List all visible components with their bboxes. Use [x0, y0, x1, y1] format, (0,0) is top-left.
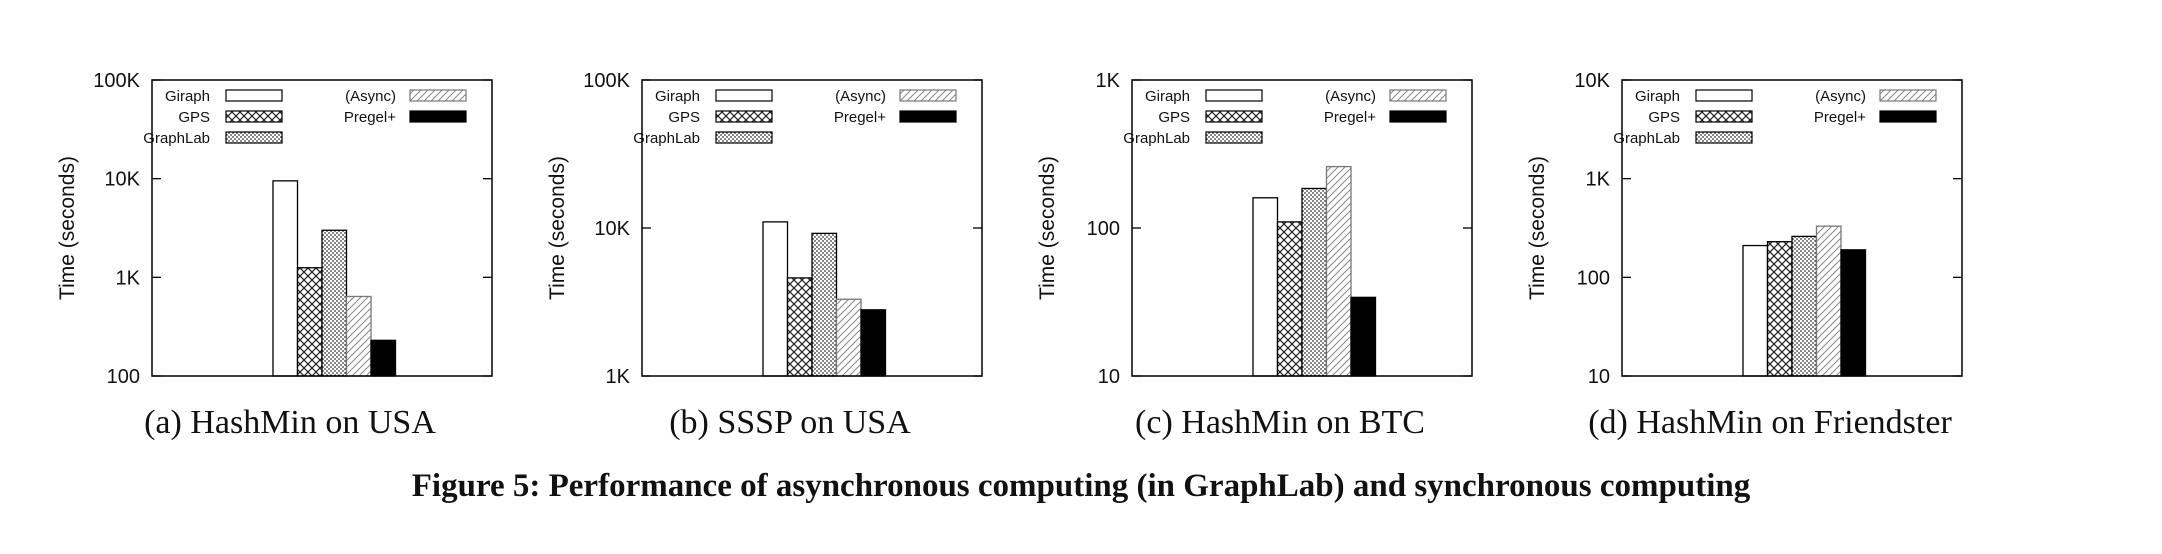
legend-label-giraph: Giraph — [655, 88, 700, 105]
legend-swatch-gps — [1205, 110, 1263, 123]
legend-label-pregel: Pregel+ — [1324, 109, 1376, 126]
legend-swatch-async — [409, 89, 467, 102]
subfigure-caption-c: (c) HashMin on BTC — [1135, 404, 1425, 441]
legend-label-async: (Async) — [345, 88, 396, 105]
bar-gps — [786, 277, 813, 377]
y-tick-label: 100K — [93, 70, 140, 92]
subfigure-caption-d: (d) HashMin on Friendster — [1588, 404, 1952, 441]
legend-swatch-graphlab — [225, 131, 283, 144]
bar-gps — [296, 267, 323, 377]
bar-pregel — [860, 309, 887, 377]
bar-giraph — [272, 180, 299, 377]
y-tick-label: 100 — [1087, 218, 1120, 240]
plot-frame — [641, 79, 983, 377]
legend-swatch-gps — [225, 110, 283, 123]
chart-panel-c: Time (seconds) 10 100 1K Giraph GPS GraphLab (A… — [980, 0, 1520, 554]
y-tick-label: 10 — [1588, 366, 1610, 388]
legend-label-giraph: Giraph — [165, 88, 210, 105]
legend-label-pregel: Pregel+ — [344, 109, 396, 126]
y-tick-label: 100 — [107, 366, 140, 388]
legend-swatch-pregel — [1389, 110, 1447, 123]
y-tick-label: 1K — [116, 267, 141, 289]
y-tick-label: 10 — [1098, 366, 1120, 388]
y-axis-label: Time (seconds) — [546, 156, 569, 300]
figure-caption: Figure 5: Performance of asynchronous co… — [411, 468, 1751, 504]
legend-swatch-graphlab — [1205, 131, 1263, 144]
y-tick-label: 100K — [583, 70, 630, 92]
legend-swatch-gps — [715, 110, 773, 123]
legend-label-async: (Async) — [1325, 88, 1376, 105]
bar-async — [345, 295, 372, 377]
plot-frame — [151, 79, 493, 377]
bar-graphlab — [321, 229, 348, 377]
legend-label-pregel: Pregel+ — [1814, 109, 1866, 126]
subfigure-caption-a: (a) HashMin on USA — [144, 404, 436, 441]
legend-label-graphlab: GraphLab — [143, 130, 210, 147]
legend-swatch-giraph — [225, 89, 283, 102]
y-axis-label: Time (seconds) — [1036, 156, 1059, 300]
y-tick-label: 10K — [1574, 70, 1610, 92]
legend-label-giraph: Giraph — [1635, 88, 1680, 105]
legend-label-graphlab: GraphLab — [1613, 130, 1680, 147]
legend-label-async: (Async) — [1815, 88, 1866, 105]
chart-b-svg: Time (seconds) 1K 10K 100K Giraph GPS GraphLab… — [546, 70, 983, 388]
legend-label-graphlab: GraphLab — [1123, 130, 1190, 147]
bar-async — [1325, 165, 1352, 377]
y-tick-label: 100 — [1577, 267, 1610, 289]
y-tick-label: 10K — [104, 169, 140, 191]
legend-swatch-async — [1389, 89, 1447, 102]
plot-frame — [1131, 79, 1473, 377]
y-tick-label: 10K — [594, 218, 630, 240]
y-tick-label: 1K — [1586, 169, 1611, 191]
chart-panel-a: Time (seconds) 100 1K 10K 100K Giraph GPS Graph… — [0, 0, 540, 554]
y-axis-label: Time (seconds) — [56, 156, 79, 300]
legend-swatch-pregel — [409, 110, 467, 123]
legend-swatch-giraph — [1205, 89, 1263, 102]
y-axis-label: Time (seconds) — [1526, 156, 1549, 300]
legend-swatch-gps — [1695, 110, 1753, 123]
chart-panel-d: Time (seconds) 10 100 1K 10K Giraph GPS GraphLa… — [1470, 0, 2010, 554]
legend-swatch-graphlab — [715, 131, 773, 144]
legend-label-gps: GPS — [178, 109, 210, 126]
legend-swatch-async — [1879, 89, 1937, 102]
bar-giraph — [1252, 197, 1279, 377]
chart-a-svg: Time (seconds) 100 1K 10K 100K Giraph GPS Graph… — [56, 70, 493, 388]
bar-pregel — [370, 339, 397, 377]
bar-graphlab — [1301, 187, 1328, 377]
bar-async — [1815, 225, 1842, 377]
legend-label-gps: GPS — [668, 109, 700, 126]
y-tick-label: 1K — [606, 366, 631, 388]
legend-swatch-graphlab — [1695, 131, 1753, 144]
subfigure-caption-b: (b) SSSP on USA — [669, 404, 911, 441]
legend-swatch-pregel — [1879, 110, 1937, 123]
legend-swatch-pregel — [899, 110, 957, 123]
bar-gps — [1766, 240, 1793, 377]
chart-d-svg: Time (seconds) 10 100 1K 10K Giraph GPS GraphLa… — [1526, 70, 1963, 388]
bar-pregel — [1840, 249, 1867, 377]
plot-frame — [1621, 79, 1963, 377]
y-tick-label: 1K — [1096, 70, 1121, 92]
chart-c-svg: Time (seconds) 10 100 1K Giraph GPS GraphLab (A… — [1036, 70, 1473, 388]
legend-label-graphlab: GraphLab — [633, 130, 700, 147]
legend-label-gps: GPS — [1648, 109, 1680, 126]
legend-swatch-giraph — [1695, 89, 1753, 102]
bar-gps — [1276, 221, 1303, 377]
legend-swatch-giraph — [715, 89, 773, 102]
legend-label-pregel: Pregel+ — [834, 109, 886, 126]
bar-graphlab — [811, 232, 838, 377]
legend-label-gps: GPS — [1158, 109, 1190, 126]
chart-panel-b: Time (seconds) 1K 10K 100K Giraph GPS GraphLab… — [490, 0, 1030, 554]
bar-giraph — [762, 221, 789, 377]
legend-label-giraph: Giraph — [1145, 88, 1190, 105]
bar-graphlab — [1791, 235, 1818, 377]
bar-async — [835, 298, 862, 377]
bar-pregel — [1350, 296, 1377, 377]
legend-label-async: (Async) — [835, 88, 886, 105]
legend-swatch-async — [899, 89, 957, 102]
bar-giraph — [1742, 244, 1769, 377]
